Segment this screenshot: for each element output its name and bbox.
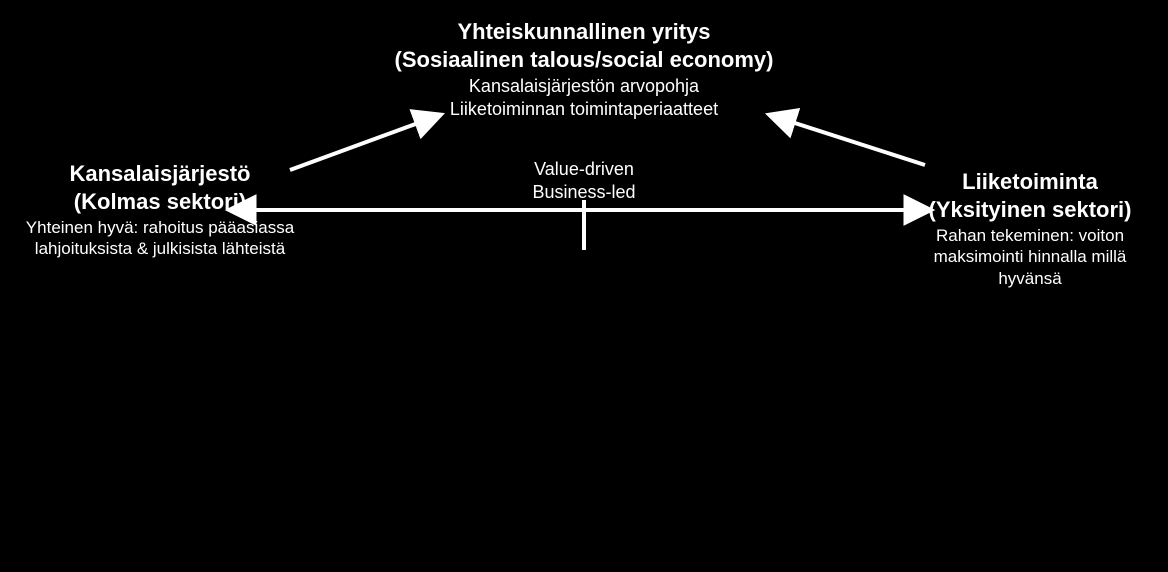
node-top-title-1: Yhteiskunnallinen yritys: [324, 18, 844, 46]
node-right: Liiketoiminta (Yksityinen sektori) Rahan…: [880, 168, 1168, 289]
node-top-title-2: (Sosiaalinen talous/social economy): [324, 46, 844, 74]
node-top-desc-1: Kansalaisjärjestön arvopohja: [324, 75, 844, 98]
node-right-title-2: (Yksityinen sektori): [880, 196, 1168, 224]
center-line-2: Business-led: [454, 181, 714, 204]
node-right-title-1: Liiketoiminta: [880, 168, 1168, 196]
node-left-desc-2: lahjoituksista & julkisista lähteistä: [0, 238, 320, 259]
node-left-title-2: (Kolmas sektori): [0, 188, 320, 216]
node-left-desc-1: Yhteinen hyvä: rahoitus pääasiassa: [0, 217, 320, 238]
node-top-desc-2: Liiketoiminnan toimintaperiaatteet: [324, 98, 844, 121]
node-left: Kansalaisjärjestö (Kolmas sektori) Yhtei…: [0, 160, 320, 260]
node-center: Value-driven Business-led: [454, 158, 714, 203]
center-line-1: Value-driven: [454, 158, 714, 181]
node-right-desc-1: Rahan tekeminen: voiton: [880, 225, 1168, 246]
node-right-desc-2: maksimointi hinnalla millä: [880, 246, 1168, 267]
node-left-title-1: Kansalaisjärjestö: [0, 160, 320, 188]
node-top: Yhteiskunnallinen yritys (Sosiaalinen ta…: [324, 18, 844, 120]
arrow-right-to-top: [770, 115, 925, 165]
node-right-desc-3: hyvänsä: [880, 268, 1168, 289]
